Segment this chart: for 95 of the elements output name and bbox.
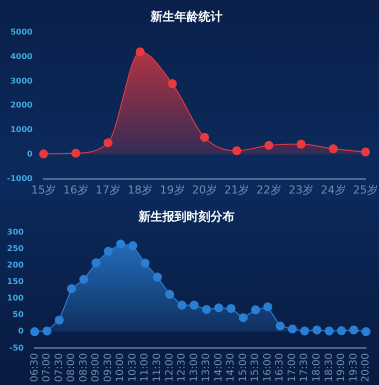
x-tick-label: 18:30 — [324, 353, 335, 382]
point — [165, 290, 174, 299]
y-tick-label: 1000 — [10, 125, 34, 134]
x-tick-label: 07:30 — [54, 353, 65, 382]
y-tick-label: -50 — [9, 343, 24, 352]
y-tick-label: 250 — [6, 244, 24, 254]
x-tick-label: 20:00 — [360, 353, 372, 382]
x-tick-label: 13:00 — [188, 353, 200, 382]
point — [42, 326, 52, 336]
point — [54, 316, 64, 325]
x-tick-label: 14:00 — [213, 353, 224, 382]
y-tick-label: 0 — [18, 326, 24, 336]
x-tick-label: 19岁 — [160, 183, 185, 196]
x-tick-label: 09:00 — [90, 353, 102, 382]
point — [67, 284, 76, 294]
point — [362, 327, 370, 336]
x-tick-label: 08:00 — [66, 353, 78, 382]
point — [92, 258, 101, 268]
y-tick-label: 200 — [6, 260, 24, 270]
x-tick-label: 17:00 — [286, 353, 298, 382]
point — [264, 140, 274, 150]
x-tick-label: 20岁 — [192, 183, 218, 196]
x-tick-label: 19:30 — [348, 353, 360, 382]
x-tick-label: 23岁 — [288, 183, 314, 196]
x-tick-label: 15岁 — [31, 183, 56, 196]
point — [103, 138, 112, 148]
x-tick-label: 16岁 — [63, 183, 88, 196]
chart-title: 新生报到时刻分布 — [138, 209, 234, 224]
x-tick-label: 15:00 — [238, 353, 249, 382]
point — [238, 313, 248, 322]
x-tick-label: 09:30 — [102, 353, 114, 382]
point — [336, 326, 346, 336]
x-tick-label: 17岁 — [95, 183, 120, 196]
x-tick-label: 18:00 — [312, 353, 323, 382]
y-tick-label: 300 — [6, 227, 24, 236]
point — [276, 322, 285, 331]
x-tick-label: 22岁 — [256, 183, 282, 196]
point — [328, 144, 338, 154]
point — [300, 326, 310, 336]
point — [128, 241, 138, 250]
point — [30, 327, 40, 336]
point — [200, 132, 210, 142]
point — [214, 303, 224, 312]
x-tick-label: 12:30 — [176, 353, 188, 382]
x-tick-label: 11:00 — [140, 353, 151, 382]
point — [152, 272, 162, 282]
point — [288, 324, 297, 334]
x-tick-label: 07:00 — [42, 353, 53, 382]
point — [177, 300, 186, 310]
point — [324, 326, 334, 336]
point — [349, 325, 358, 334]
x-tick-label: 12:00 — [164, 353, 176, 382]
y-tick-label: 4000 — [10, 52, 34, 61]
point — [136, 47, 145, 56]
x-tick-label: 15:30 — [250, 353, 262, 382]
point — [168, 79, 177, 88]
point — [312, 325, 322, 334]
point — [226, 304, 236, 313]
x-tick-label: 11:30 — [152, 353, 163, 382]
y-tick-label: -1000 — [6, 174, 34, 183]
y-tick-label: 0 — [27, 149, 34, 158]
chart-title: 新生年龄统计 — [150, 9, 222, 24]
x-tick-label: 24岁 — [320, 183, 346, 196]
point — [116, 239, 126, 248]
y-tick-label: 50 — [12, 310, 24, 320]
point — [251, 305, 260, 314]
y-tick-label: 2000 — [10, 100, 34, 110]
point — [140, 258, 150, 268]
x-tick-label: 10:00 — [115, 353, 126, 382]
point — [202, 304, 211, 314]
point — [296, 140, 306, 149]
point — [232, 146, 242, 156]
x-tick-label: 16:00 — [262, 353, 274, 382]
x-tick-label: 21岁 — [224, 183, 250, 196]
x-tick-label: 14:30 — [226, 353, 237, 382]
point — [104, 246, 113, 256]
y-tick-label: 150 — [6, 277, 24, 286]
point — [71, 148, 80, 158]
x-tick-label: 08:30 — [78, 353, 90, 382]
x-tick-label: 19:00 — [336, 353, 348, 382]
point — [263, 302, 272, 312]
x-tick-label: 25岁 — [353, 183, 378, 196]
y-tick-label: 100 — [6, 294, 24, 303]
x-tick-label: 18岁 — [128, 183, 153, 196]
y-tick-label: 3000 — [10, 76, 34, 86]
x-tick-label: 10:30 — [127, 353, 138, 382]
point — [39, 149, 48, 158]
point — [190, 300, 199, 310]
y-tick-label: 5000 — [10, 27, 34, 36]
x-tick-label: 17:30 — [299, 353, 310, 382]
x-tick-label: 06:30 — [29, 353, 40, 382]
point — [79, 274, 88, 284]
point — [361, 147, 370, 156]
x-tick-label: 16:30 — [274, 353, 286, 382]
x-tick-label: 13:30 — [201, 353, 212, 382]
